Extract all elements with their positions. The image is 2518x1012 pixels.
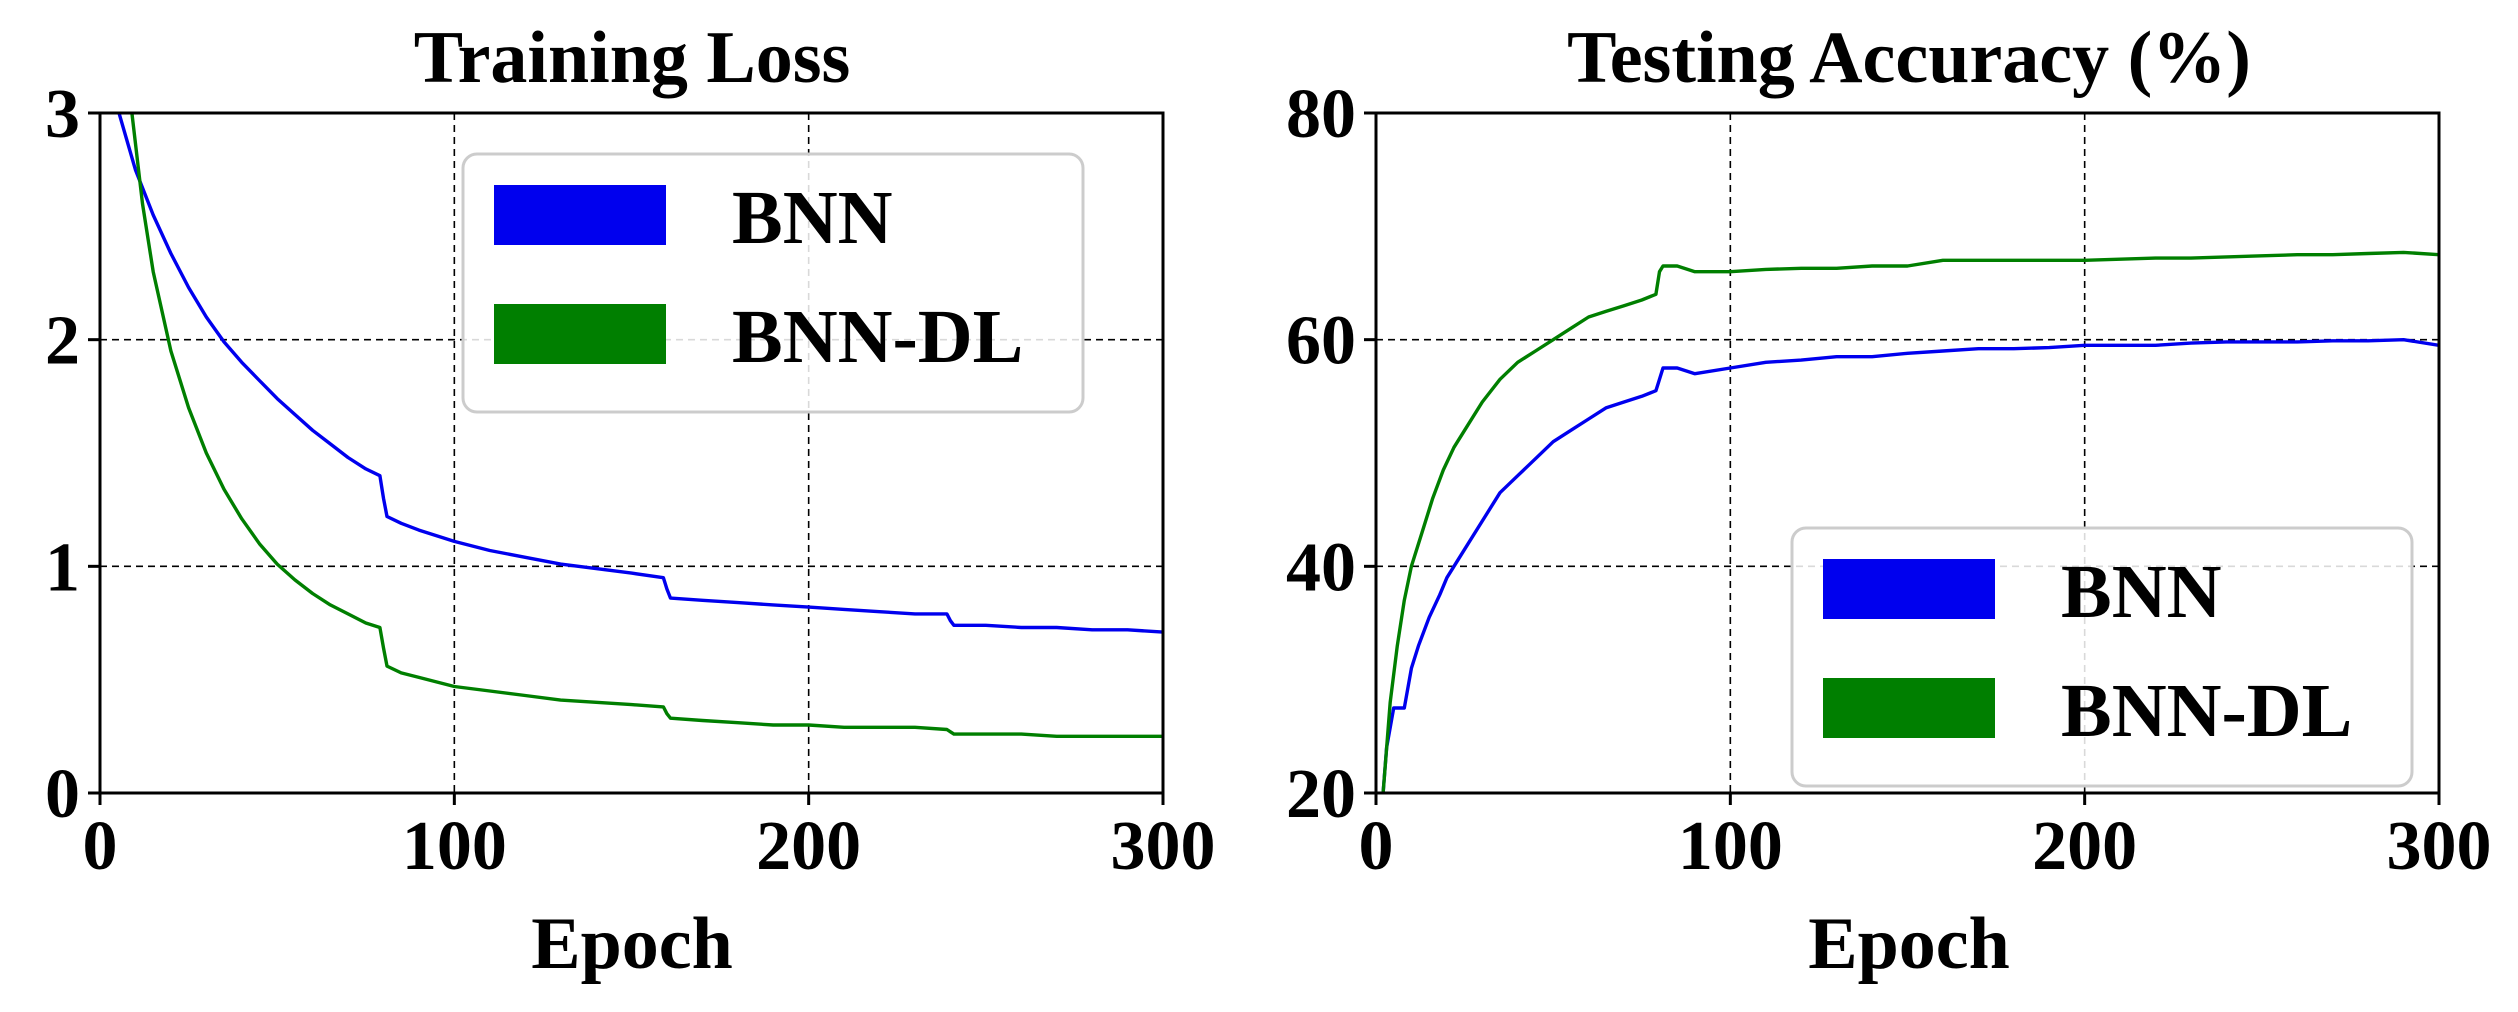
legend-label-bnn: BNN (2061, 550, 2221, 634)
testing-accuracy-ticks: 0 100 200 300 20 40 60 80 (1286, 76, 2492, 885)
testing-accuracy-title: Testing Accuracy (%) (1567, 17, 2251, 99)
training-loss-legend: BNN BNN-DL (461, 152, 1085, 414)
training-loss-axes-frame (98, 111, 1165, 795)
series-line-bnn (117, 113, 1163, 634)
legend-swatch-bnn (494, 185, 666, 245)
legend-swatch-bnn-dl (1823, 678, 1995, 738)
training-loss-ticks: 0 100 200 300 0 1 2 3 (45, 76, 1216, 885)
y-tick-label: 20 (1286, 756, 1356, 833)
testing-accuracy-series (1381, 250, 2439, 793)
training-loss-panel: Training Loss Epoch 0 100 200 300 0 1 2 3 BNN B… (45, 17, 1216, 985)
x-tick-label: 0 (1359, 808, 1394, 885)
training-loss-series (117, 113, 1163, 738)
y-tick-label: 80 (1286, 76, 1356, 153)
training-loss-xlabel: Epoch (531, 903, 733, 985)
series-line-bnn-dl (130, 113, 1163, 738)
legend-label-bnn-dl: BNN-DL (732, 295, 1023, 379)
legend-label-bnn-dl: BNN-DL (2061, 669, 2352, 753)
y-tick-label: 0 (45, 756, 80, 833)
x-tick-label: 0 (83, 808, 118, 885)
testing-accuracy-panel: Testing Accuracy (%) Epoch 0 100 200 300 20 4… (1286, 17, 2492, 985)
y-tick-label: 2 (45, 303, 80, 380)
y-tick-label: 3 (45, 76, 80, 153)
x-tick-label: 100 (1678, 808, 1783, 885)
x-tick-label: 100 (402, 808, 507, 885)
testing-accuracy-xlabel: Epoch (1808, 903, 2010, 985)
series-line-bnn-dl (1381, 250, 2439, 793)
x-tick-label: 300 (1111, 808, 1216, 885)
testing-accuracy-axes-frame (1374, 111, 2441, 795)
y-tick-label: 40 (1286, 529, 1356, 606)
legend-swatch-bnn (1823, 559, 1995, 619)
legend-swatch-bnn-dl (494, 304, 666, 364)
y-tick-label: 60 (1286, 303, 1356, 380)
x-tick-label: 300 (2387, 808, 2492, 885)
legend-label-bnn: BNN (732, 176, 892, 260)
x-tick-label: 200 (2032, 808, 2137, 885)
series-line-bnn (1381, 338, 2439, 793)
testing-accuracy-legend: BNN BNN-DL (1790, 526, 2414, 788)
x-tick-label: 200 (756, 808, 861, 885)
training-loss-title: Training Loss (414, 17, 851, 99)
y-tick-label: 1 (45, 529, 80, 606)
